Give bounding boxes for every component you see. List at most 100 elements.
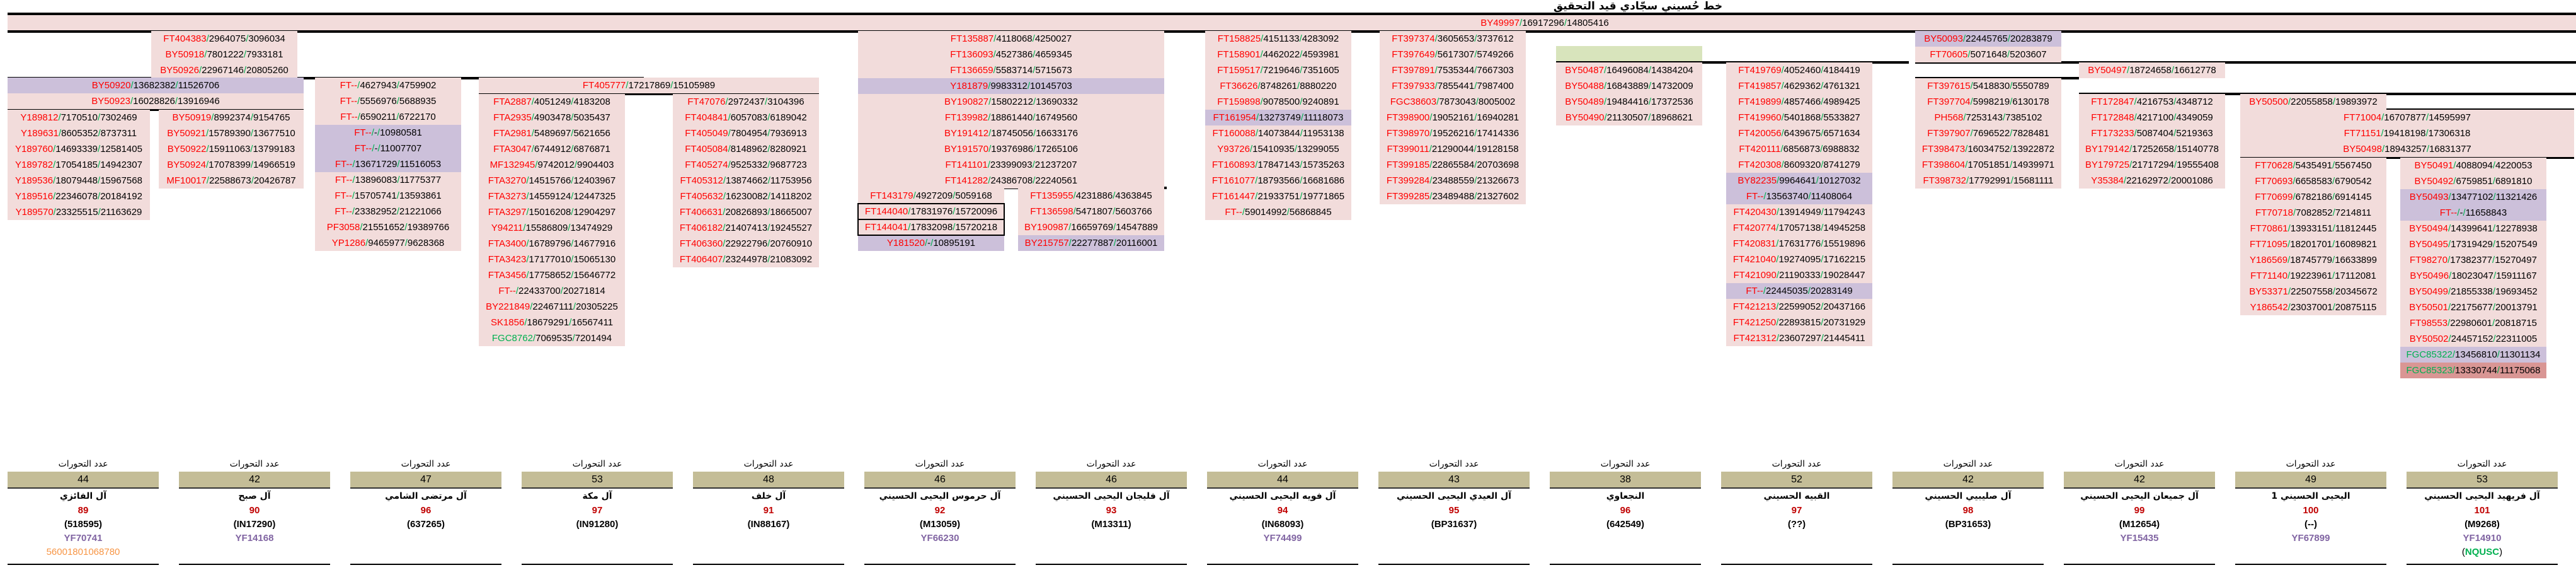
separator: /: [1033, 65, 1036, 76]
snp-name: BY50493: [2409, 192, 2449, 202]
snp-row: FT421040/19274095/17162215: [1726, 252, 1872, 267]
yf-id: [1721, 532, 1872, 545]
position-hg19: 8609320: [1783, 160, 1821, 170]
position-hg38: 14942307: [100, 160, 142, 170]
position-hg19: 17177010: [529, 254, 571, 265]
separator: /: [523, 223, 526, 233]
yf-id: [1550, 532, 1701, 545]
snp-row: FT397891/7535344/7667303: [1380, 62, 1526, 78]
position-hg19: 7873043: [1439, 96, 1476, 107]
position-hg38: 16940281: [1477, 112, 1520, 123]
position-hg38: 19693452: [2495, 286, 2538, 297]
separator: /: [2287, 239, 2291, 250]
snp-name: FT--: [340, 80, 358, 91]
separator: /: [2002, 112, 2006, 123]
separator: /: [1821, 301, 1824, 312]
mutation-count: 38: [1550, 472, 1701, 489]
position-hg19: 22055858: [2291, 96, 2333, 107]
position-hg19: 5617307: [1437, 49, 1475, 60]
snp-name: Y189631: [20, 128, 59, 139]
separator: /: [2449, 270, 2452, 281]
separator: /: [2381, 112, 2384, 123]
snp-row: Y35384/22162972/20001086: [2079, 173, 2225, 189]
separator: /: [571, 144, 574, 154]
snp-name: Y189570: [15, 207, 54, 218]
snp-row: BY215757/22277887/20116001: [1018, 235, 1164, 251]
snp-row: FT158825/4151133/4283092: [1205, 31, 1351, 47]
snp-name: FT405632: [680, 191, 723, 202]
separator: /: [560, 286, 563, 296]
position-hg19: 7219646: [1262, 65, 1300, 76]
snp-row: FT419769/4052460/4184419: [1726, 62, 1872, 78]
position-hg38: 13474929: [570, 223, 613, 233]
position-hg38: 12581405: [100, 144, 142, 154]
separator: /: [58, 112, 61, 123]
separator: /: [250, 128, 254, 139]
position-hg38: 7351605: [1302, 65, 1339, 76]
separator: /: [2332, 286, 2336, 297]
group-name: آل جميعان اليحيى الحسيني: [2080, 491, 2199, 501]
position-hg38: 14384204: [1651, 65, 1693, 76]
snp-name: FT--: [354, 143, 372, 154]
mutation-count: 53: [2407, 472, 2558, 489]
group-name: آل فليجان اليحيى الحسيني: [1053, 491, 1170, 501]
separator: /: [987, 160, 990, 170]
snp-name: FT159517: [1217, 65, 1261, 76]
snp-name: FT136093: [950, 49, 993, 60]
mutation-count: 42: [2064, 472, 2215, 489]
position-hg38: 19128158: [1476, 144, 1519, 154]
separator: /: [2293, 192, 2296, 202]
snp-name: FT397374: [1392, 33, 1435, 44]
separator: /: [1776, 270, 1779, 281]
snp-block-yahya-top: FT135887/4118068/4250027 FT136093/4527386…: [858, 31, 1164, 189]
position-hg19: 6057083: [730, 112, 768, 123]
separator: /: [2463, 207, 2466, 218]
snp-row: FT398604/17051851/14939971: [1915, 157, 2061, 173]
position-hg38: 15911167: [2496, 270, 2537, 281]
position-hg38: 22311005: [2495, 334, 2538, 344]
snp-row: FGC85323/13330744/11175068: [2400, 363, 2546, 378]
position-hg38: 19245527: [770, 223, 813, 233]
separator: /: [1474, 160, 1477, 170]
separator: /: [1776, 254, 1779, 265]
snp-name: FT70718: [2255, 207, 2293, 218]
separator: /: [352, 159, 355, 170]
position-hg38: 7302469: [100, 112, 137, 123]
snp-row: FT143179/4927209/5059168: [858, 188, 1004, 204]
group-code: (M12654): [2119, 519, 2160, 530]
snp-name: FGC85322: [2406, 349, 2453, 360]
separator: /: [2452, 365, 2456, 376]
snp-row: FT399285/23489488/21327602: [1380, 189, 1526, 204]
position-hg19: 17792991: [1969, 175, 2011, 186]
snp-name: FT71140: [2250, 270, 2288, 281]
snp-row: FT405312/13874662/11753956: [673, 173, 819, 189]
separator: /: [767, 144, 770, 154]
separator: /: [2293, 160, 2296, 171]
snp-name: FT136659: [950, 65, 993, 76]
separator: /: [2332, 223, 2335, 234]
position-hg19: 5087404: [2136, 128, 2174, 139]
position-hg19: 4151133: [1263, 33, 1300, 44]
snp-name: FT420831: [1732, 238, 1777, 249]
snp-name: FT161447: [1211, 191, 1256, 202]
position-hg38: 11118073: [1303, 112, 1344, 123]
snp-name: FT421312: [1733, 333, 1777, 344]
position-hg38: 4220053: [2495, 160, 2533, 171]
separator: /: [988, 112, 991, 123]
separator: /: [2287, 286, 2291, 297]
separator: /: [571, 254, 574, 265]
group-name: آل فريهيد اليحيى الحسيني: [2424, 491, 2540, 501]
snp-name: FT420774: [1732, 223, 1777, 233]
separator: /: [2448, 334, 2451, 344]
separator: /: [1033, 175, 1036, 186]
snp-name: BY50488: [1565, 81, 1604, 91]
position-hg38: 12278938: [2495, 223, 2538, 234]
separator: /: [2492, 176, 2496, 187]
snp-row: FT144040/17831976/15720096: [857, 203, 1005, 220]
snp-row: FT405632/16230082/14118202: [673, 189, 819, 204]
snp-name: FT143179: [870, 190, 913, 201]
separator: /: [1808, 191, 1811, 202]
position-hg19: 18023047: [2451, 270, 2493, 281]
snp-row: Y186569/18745779/16633899: [2240, 252, 2386, 268]
position-hg38: 56868845: [1289, 207, 1332, 218]
